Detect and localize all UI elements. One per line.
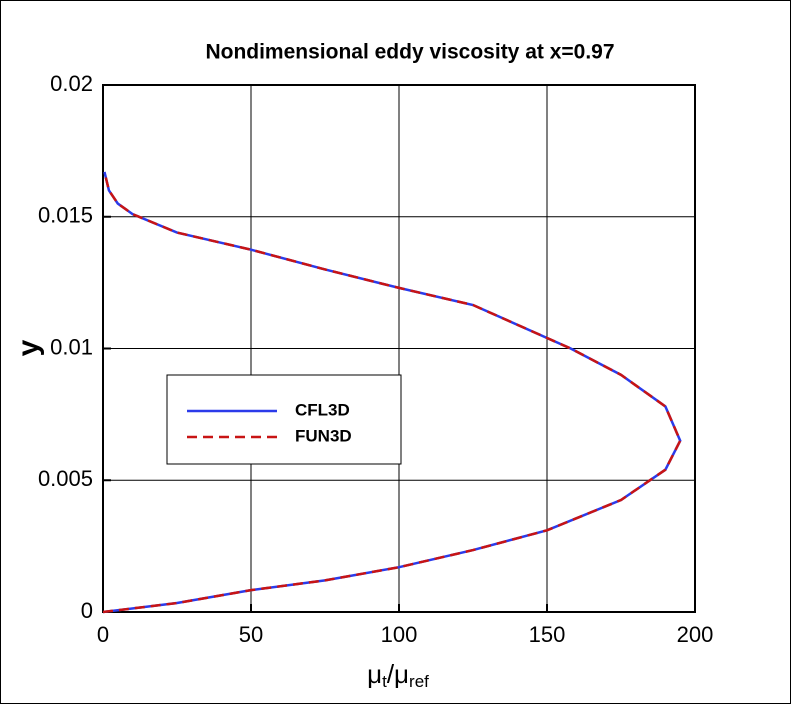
legend-box xyxy=(166,374,402,465)
x-tick-label: 200 xyxy=(677,622,714,647)
x-tick-label: 100 xyxy=(381,622,418,647)
data-line xyxy=(102,171,682,614)
x-label-part: μ xyxy=(367,659,382,689)
legend-label: CFL3D xyxy=(295,400,350,419)
y-tick-label: 0.005 xyxy=(38,466,93,491)
y-axis-label: y xyxy=(12,339,45,356)
x-tick-label: 50 xyxy=(239,622,263,647)
y-tick-label: 0 xyxy=(81,598,93,623)
y-tick-label: 0.02 xyxy=(50,71,93,96)
y-tick-label: 0.01 xyxy=(50,334,93,359)
legend-label: FUN3D xyxy=(295,426,352,445)
x-label-part: /μ xyxy=(387,659,409,689)
chart-title: Nondimensional eddy viscosity at x=0.97 xyxy=(205,41,614,64)
x-label-part: t xyxy=(382,672,387,691)
x-axis-label: μt/μref xyxy=(367,659,429,692)
x-tick-label: 0 xyxy=(97,622,109,647)
x-tick-label: 150 xyxy=(529,622,566,647)
x-label-part: ref xyxy=(409,672,429,691)
plot-frame xyxy=(102,84,696,613)
y-tick-label: 0.015 xyxy=(38,203,93,228)
